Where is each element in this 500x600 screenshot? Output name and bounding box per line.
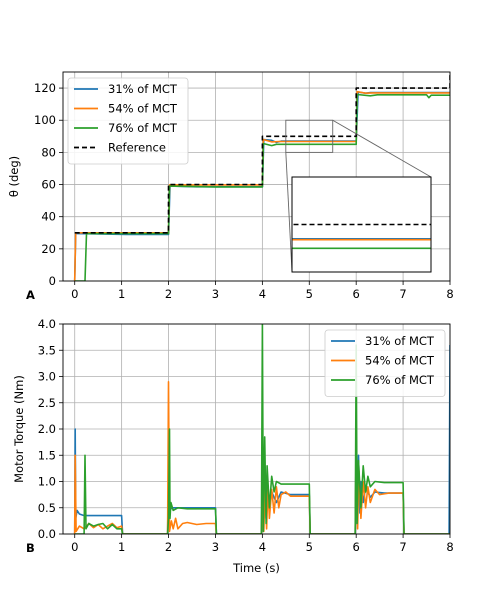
zoom-region (285, 119, 334, 153)
x-tick-label: 7 (399, 287, 406, 301)
axes-frame (62, 71, 451, 282)
legend: 31% of MCT 54% of MCT 76% of MCT (324, 329, 446, 397)
panel-letter: B (26, 541, 35, 555)
legend-label: 31% of MCT (108, 82, 178, 96)
legend-label: 76% of MCT (365, 373, 435, 387)
x-tick-label: 4 (259, 287, 266, 301)
x-tick-label: 1 (118, 540, 125, 554)
x-tick-label: 3 (212, 287, 219, 301)
y-tick-label: 1.5 (38, 448, 56, 462)
series-group (73, 324, 450, 534)
x-axis-label: Time (s) (232, 561, 280, 575)
zoom-connector (332, 119, 432, 178)
y-tick-label: 2.0 (38, 422, 56, 436)
y-tick-label: 40 (41, 210, 56, 224)
inset-frame (291, 176, 432, 273)
legend-box (67, 77, 189, 165)
series-line-2 (74, 324, 450, 534)
x-tick-label: 6 (353, 540, 360, 554)
series-line-3 (74, 72, 450, 234)
y-tick-label: 0.0 (38, 527, 56, 541)
x-tick-label: 5 (306, 287, 313, 301)
panel-letter: A (26, 288, 35, 302)
legend-label: 31% of MCT (365, 334, 435, 348)
x-tick-label: 8 (446, 540, 453, 554)
y-tick-label: 100 (34, 113, 56, 127)
series-group (73, 72, 450, 281)
x-tick-label: 0 (71, 540, 78, 554)
x-tick-label: 5 (306, 540, 313, 554)
y-axis-label: Motor Torque (Nm) (12, 375, 26, 483)
y-tick-label: 60 (41, 178, 56, 192)
panel-B: 0 1 2 3 4 5 6 7 8 0.0 0.5 1.0 1.5 2.0 2.5 3.0 3.5 4.0 Moto… (12, 317, 454, 575)
x-tick-label: 1 (118, 287, 125, 301)
legend: 31% of MCT 54% of MCT 76% of MCT Reference (67, 77, 189, 165)
x-tick-label: 7 (399, 540, 406, 554)
y-tick-label: 20 (41, 242, 56, 256)
legend-label: 54% of MCT (365, 354, 435, 368)
y-tick-label: 120 (34, 81, 56, 95)
y-axis-label: θ (deg) (7, 156, 21, 197)
inset (285, 119, 432, 273)
y-tick-label: 1.0 (38, 475, 56, 489)
legend-label: 76% of MCT (108, 121, 178, 135)
x-tick-label: 0 (71, 287, 78, 301)
series-line-1 (73, 380, 450, 534)
y-tick-label: 2.5 (38, 396, 56, 410)
y-tick-label: 0.5 (38, 501, 56, 515)
y-tick-label: 3.5 (38, 343, 56, 357)
x-tick-label: 2 (165, 287, 172, 301)
x-tick-label: 4 (259, 540, 266, 554)
x-tick-label: 8 (446, 287, 453, 301)
x-tick-label: 6 (353, 287, 360, 301)
zoom-connector (285, 152, 293, 273)
legend-label: Reference (108, 141, 166, 155)
y-tick-label: 80 (41, 145, 56, 159)
y-tick-label: 3.0 (38, 370, 56, 384)
x-tick-label: 3 (212, 540, 219, 554)
y-tick-label: 0 (49, 274, 56, 288)
x-tick-label: 2 (165, 540, 172, 554)
y-tick-label: 4.0 (38, 317, 56, 331)
legend-label: 54% of MCT (108, 102, 178, 116)
